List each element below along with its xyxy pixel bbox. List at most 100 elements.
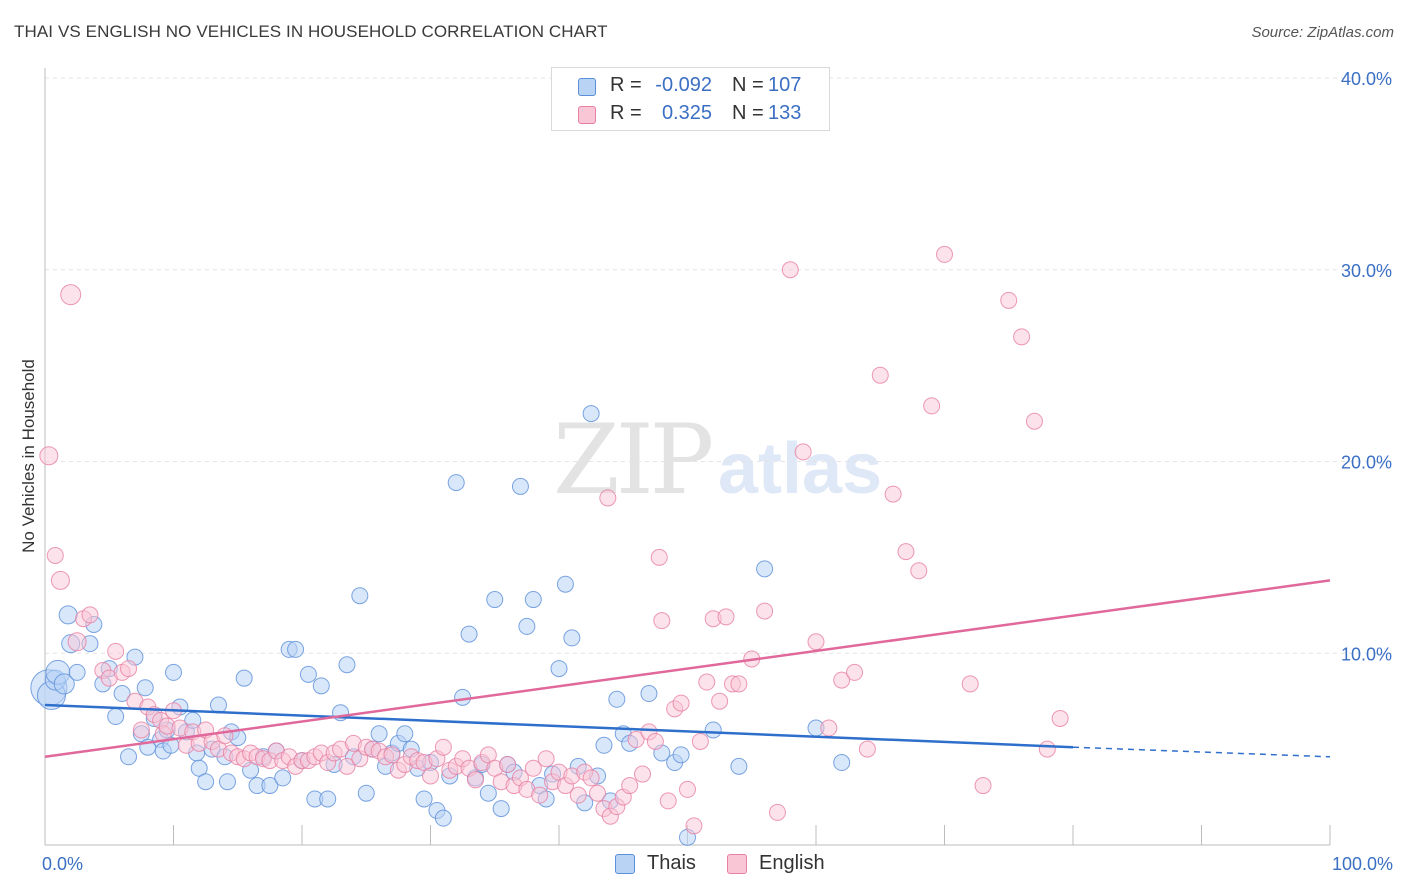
thais-point [197,773,215,791]
thais-trend-extension [1072,746,1331,758]
english-point [599,489,617,507]
english-point [672,694,690,712]
english-point [132,721,150,739]
legend-row-thais: R = -0.092 N = 107 [552,73,829,101]
y-tick-label: 20.0% [1341,453,1392,473]
english-point [936,245,953,263]
grid-layer [45,77,1392,654]
n-label: N = [732,102,764,124]
thais-point [672,746,690,764]
english-point [897,543,915,561]
english-point [846,663,864,681]
english-point [107,642,125,660]
english-point [1051,709,1069,727]
thais-point [492,800,510,818]
english-point [961,675,979,693]
thais-point [550,660,568,678]
r-label: R = [610,74,642,96]
thais-point [415,790,433,808]
thais-point [261,777,279,795]
thais-point [312,677,330,695]
english-point [81,606,99,624]
english-point [634,765,652,783]
thais-point [58,605,78,625]
thais-point [218,773,236,791]
thais-point [53,673,75,695]
trend-layer [44,579,1331,759]
english-point [383,746,401,764]
thais-point [704,721,722,739]
english-swatch [578,106,596,124]
correlation-legend: R = -0.092 N = 107 R = 0.325 N = 133 [551,67,830,131]
english-point [659,792,677,810]
n-label: N = [732,74,764,96]
thais-point [396,725,414,743]
x-tick-label-max: 100.0% [1332,854,1393,874]
english-point [685,817,703,835]
english-point [466,771,484,789]
english-point [1025,412,1043,430]
chart-title: THAI VS ENGLISH NO VEHICLES IN HOUSEHOLD… [14,22,608,41]
label-layer: 10.0% 20.0% 30.0% 40.0% 0.0% 100.0% No Vehicle… [19,69,1393,874]
x-tick-label-min: 0.0% [42,854,83,874]
thais-point [113,685,131,703]
n-value: 133 [768,102,802,124]
english-point [910,562,928,580]
y-tick-label: 10.0% [1341,644,1392,664]
english-point [1013,328,1031,346]
english-point [807,633,825,651]
english-point [781,261,799,279]
thais-point [434,809,452,827]
thais-point [640,685,658,703]
thais-point [370,725,388,743]
thais-point [524,591,542,609]
english-trend-line [44,579,1331,759]
thais-point [563,629,581,647]
english-point [627,731,645,749]
r-label: R = [610,102,642,124]
english-point [422,767,439,785]
thais-point [833,754,851,772]
english-point [871,366,889,384]
english-point [653,612,671,630]
english-point [768,803,786,821]
english-point [756,602,774,620]
legend-row-english: R = 0.325 N = 133 [552,101,829,129]
thais-point [274,769,292,787]
thais-trend-line [44,703,1074,749]
english-point [67,632,87,652]
thais-point [287,640,305,658]
english-point [730,675,748,693]
english-point [679,780,696,798]
english-point [531,786,549,804]
source-label: Source: ZipAtlas.com [1251,24,1394,41]
thais-point [120,748,138,766]
thais-point [447,474,465,492]
english-point [698,673,716,691]
english-point [974,777,992,795]
english-point [1000,291,1018,309]
watermark-atlas: atlas [718,429,883,509]
english-point [569,786,587,804]
english-point [60,284,82,306]
english-point [833,671,851,689]
thais-point [595,736,613,754]
thais-point [338,656,356,674]
english-point [923,397,941,415]
english-point [858,740,876,758]
english-point [1038,740,1056,758]
thais-point [511,477,529,495]
english-point [820,719,838,737]
english-point [691,732,709,750]
y-tick-label: 40.0% [1341,69,1392,89]
r-value: -0.092 [655,74,712,96]
thais-point [351,587,369,605]
thais-point [136,679,154,697]
english-legend-label: English [759,852,825,874]
thais-point [357,784,375,802]
thais-point [608,690,626,708]
english-point [589,784,607,802]
thais-point [460,625,478,643]
thais-legend-label: Thais [647,852,696,874]
